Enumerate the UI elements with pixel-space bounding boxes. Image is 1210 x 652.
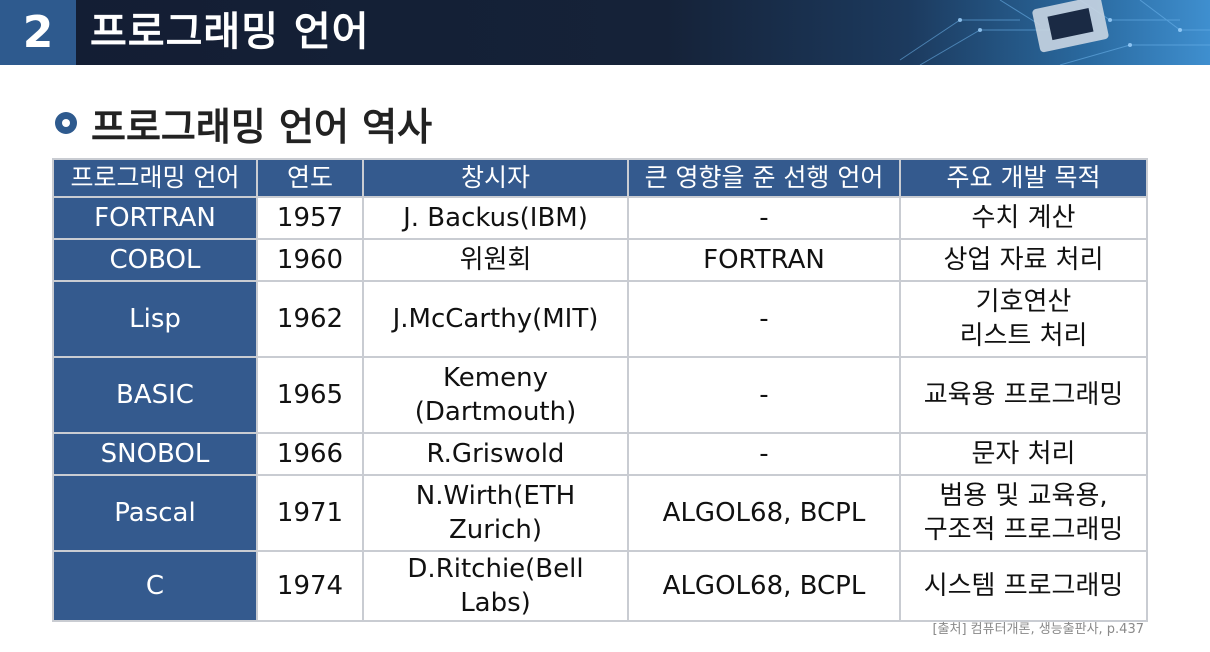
influence-cell: -	[627, 432, 901, 476]
creator-cell-line: J. Backus(IBM)	[403, 203, 588, 233]
creator-cell-line: R.Griswold	[426, 439, 565, 469]
purpose-cell-line: 시스템 프로그래밍	[923, 571, 1124, 601]
influence-cell: -	[627, 196, 901, 240]
section-title: 프로그래밍 언어 역사	[91, 104, 433, 149]
purpose-cell-line: 문자 처리	[971, 439, 1076, 469]
language-cell: Lisp	[52, 280, 258, 358]
purpose-cell-line: 범용 및 교육용,	[939, 481, 1108, 511]
language-cell: C	[52, 550, 258, 622]
year-cell: 1965	[256, 356, 364, 434]
purpose-cell-line: 구조적 프로그래밍	[923, 515, 1124, 545]
circuit-chip-graphic	[899, 0, 1210, 65]
purpose-cell: 시스템 프로그래밍	[899, 550, 1148, 622]
table-row: SNOBOL 1966 R.Griswold - 문자 처리	[52, 432, 1148, 476]
language-cell: FORTRAN	[52, 196, 258, 240]
purpose-cell: 범용 및 교육용, 구조적 프로그래밍	[899, 474, 1148, 552]
column-header: 주요 개발 목적	[899, 158, 1148, 198]
creator-cell: D.Ritchie(Bell Labs)	[362, 550, 629, 622]
purpose-cell: 수치 계산	[899, 196, 1148, 240]
influence-cell: -	[627, 356, 901, 434]
purpose-cell-line: 리스트 처리	[959, 321, 1088, 351]
purpose-cell-line: 교육용 프로그래밍	[923, 380, 1124, 410]
creator-cell-line: N.Wirth(ETH Zurich)	[415, 481, 576, 545]
slide-title: 프로그래밍 언어	[90, 9, 370, 55]
table-row: Lisp 1962 J.McCarthy(MIT) - 기호연산 리스트 처리	[52, 280, 1148, 358]
influence-cell: -	[627, 280, 901, 358]
influence-cell: ALGOL68, BCPL	[627, 474, 901, 552]
year-cell: 1966	[256, 432, 364, 476]
table-row: COBOL 1960 위원회 FORTRAN 상업 자료 처리	[52, 238, 1148, 282]
year-cell: 1960	[256, 238, 364, 282]
creator-cell: J.McCarthy(MIT)	[362, 280, 629, 358]
language-cell: BASIC	[52, 356, 258, 434]
bullet-icon	[55, 112, 77, 134]
purpose-cell: 상업 자료 처리	[899, 238, 1148, 282]
creator-cell: J. Backus(IBM)	[362, 196, 629, 240]
creator-cell: N.Wirth(ETH Zurich)	[362, 474, 629, 552]
year-cell: 1971	[256, 474, 364, 552]
creator-cell-line: Kemeny	[443, 363, 548, 393]
column-header: 큰 영향을 준 선행 언어	[627, 158, 901, 198]
creator-cell-line: (Dartmouth)	[414, 397, 577, 427]
year-cell: 1957	[256, 196, 364, 240]
purpose-cell-line: 상업 자료 처리	[943, 245, 1104, 275]
influence-cell: ALGOL68, BCPL	[627, 550, 901, 622]
purpose-cell-line: 수치 계산	[971, 203, 1076, 233]
table-header-row: 프로그래밍 언어 연도 창시자 큰 영향을 준 선행 언어 주요 개발 목적	[52, 158, 1148, 198]
column-header: 연도	[256, 158, 364, 198]
creator-cell-line: 위원회	[459, 245, 532, 275]
language-history-table: 프로그래밍 언어 연도 창시자 큰 영향을 준 선행 언어 주요 개발 목적 F…	[52, 158, 1148, 622]
year-cell: 1962	[256, 280, 364, 358]
creator-cell: Kemeny (Dartmouth)	[362, 356, 629, 434]
language-cell: SNOBOL	[52, 432, 258, 476]
table-row: Pascal 1971 N.Wirth(ETH Zurich) ALGOL68, BC…	[52, 474, 1148, 552]
language-cell: Pascal	[52, 474, 258, 552]
creator-cell: R.Griswold	[362, 432, 629, 476]
creator-cell-line: J.McCarthy(MIT)	[392, 304, 599, 334]
slide-header: 2 프로그래밍 언어	[0, 0, 1210, 65]
creator-cell: 위원회	[362, 238, 629, 282]
section-number: 2	[0, 0, 76, 65]
section-heading: 프로그래밍 언어 역사	[55, 98, 433, 149]
language-cell: COBOL	[52, 238, 258, 282]
source-citation: [출처] 컴퓨터개론, 생능출판사, p.437	[932, 622, 1144, 637]
column-header: 프로그래밍 언어	[52, 158, 258, 198]
purpose-cell: 교육용 프로그래밍	[899, 356, 1148, 434]
purpose-cell: 문자 처리	[899, 432, 1148, 476]
purpose-cell-line: 기호연산	[975, 287, 1072, 317]
table-row: FORTRAN 1957 J. Backus(IBM) - 수치 계산	[52, 196, 1148, 240]
year-cell: 1974	[256, 550, 364, 622]
table-row: BASIC 1965 Kemeny (Dartmouth) - 교육용 프로그래밍	[52, 356, 1148, 434]
table-row: C 1974 D.Ritchie(Bell Labs) ALGOL68, BCPL 시스…	[52, 550, 1148, 622]
creator-cell-line: D.Ritchie(Bell Labs)	[407, 554, 584, 618]
influence-cell: FORTRAN	[627, 238, 901, 282]
column-header: 창시자	[362, 158, 629, 198]
